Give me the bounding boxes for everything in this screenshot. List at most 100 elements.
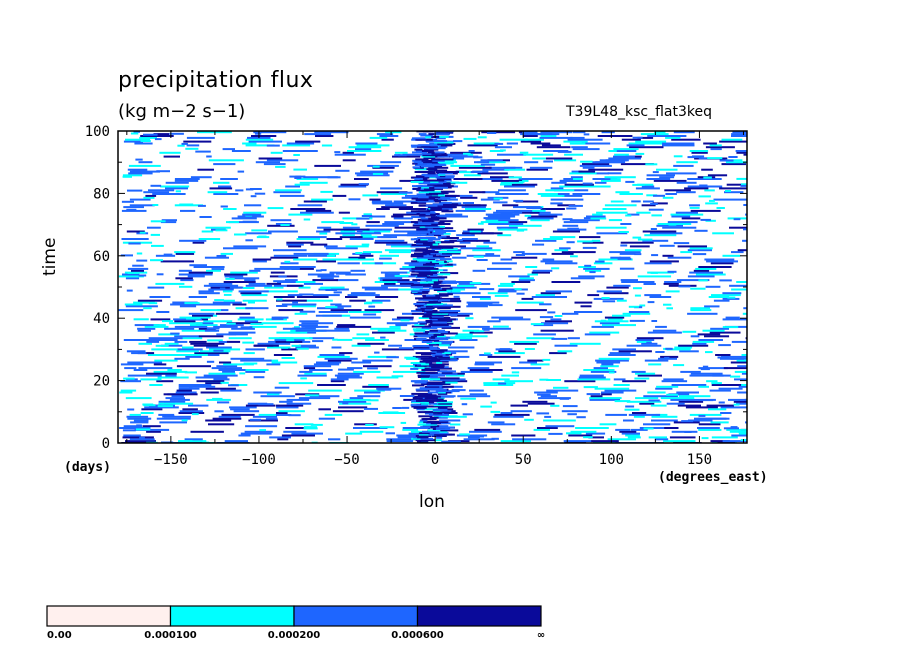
precip-cell [445,374,465,377]
precip-cell [698,399,714,402]
precip-cell [329,271,351,274]
precip-cell [440,171,460,173]
precip-cell [276,298,283,301]
precip-cell [398,347,413,350]
precip-cell [298,397,331,400]
precip-cell [421,165,435,168]
precip-cell [317,355,350,358]
precip-cell [626,400,662,403]
precip-cell [425,305,447,308]
precip-cell [430,154,448,157]
precip-cell [192,314,213,317]
precip-cell [627,213,640,216]
precip-cell [649,296,672,298]
precip-cell [203,284,239,287]
precip-cell [427,279,438,282]
precip-cell [493,201,508,204]
precip-cell [189,264,207,267]
precip-cell [340,230,356,233]
precip-cell [550,198,584,201]
precip-cell [273,354,293,356]
precip-cell [289,175,302,178]
precip-cell [591,239,601,242]
precip-cell [377,388,392,391]
precip-cell [453,140,463,143]
precip-cell [551,267,560,270]
precip-cell [447,312,473,315]
precip-cell [562,224,579,227]
precip-cell [691,151,708,154]
precip-cell [607,438,636,441]
precip-cell [460,397,476,400]
precip-cell [220,178,238,180]
precip-cell [494,413,530,416]
precip-cell [706,380,718,383]
precip-cell [190,430,224,433]
precip-cell [490,410,501,413]
precip-cell [120,254,133,257]
precip-cell [230,271,258,274]
y-axis-units: (days) [64,460,111,475]
precip-cell [700,218,711,221]
precip-cell [731,340,747,343]
precip-cell [421,190,442,193]
precip-cell [588,436,604,439]
precip-cell [462,371,471,373]
precip-cell [412,258,425,261]
precip-cell [649,232,683,235]
precip-cell [158,333,180,336]
precip-cell [434,231,447,234]
precip-cell [533,333,556,336]
precip-cell [418,415,433,418]
precip-cell [312,340,324,343]
precip-cell [487,320,501,323]
precip-cell [620,279,638,282]
precip-cell [613,284,631,287]
precip-cell [200,309,221,312]
precip-cell [314,131,349,134]
precip-cell [413,291,429,294]
precip-cell [430,338,449,341]
precip-cell [651,320,658,322]
precip-cell [418,317,437,319]
precip-cell [687,312,718,315]
precip-cell [181,329,217,332]
precip-cell [701,168,713,171]
precip-cell [497,234,512,237]
precip-cell [648,363,662,366]
precip-cell [705,285,721,288]
precip-cell [440,251,462,254]
precip-cell [184,302,200,305]
precip-cell [400,421,407,424]
precip-cell [673,164,694,167]
precip-cell [220,381,229,384]
precip-cell [557,204,576,207]
precip-cell [437,196,456,199]
precip-cell [422,345,433,348]
precip-cell [218,341,227,343]
precip-cell [418,433,437,436]
precip-cell [449,155,479,158]
precip-cell [368,305,376,308]
precip-cell [316,361,342,364]
precip-cell [579,164,612,167]
precip-cell [473,330,485,333]
precip-cell [480,221,509,224]
precip-cell [564,183,594,186]
precip-cell [391,215,404,218]
precip-cell [439,180,447,183]
precip-cell [421,159,433,162]
precip-cell [421,152,441,155]
precip-cell [496,226,518,229]
precip-cell [275,165,286,168]
precip-cell [690,372,723,375]
precip-cell [698,195,711,198]
precip-cell [390,202,404,205]
precip-cell [410,404,429,407]
precip-cell [397,436,429,439]
precip-cell [720,406,747,409]
precip-cell [226,322,262,325]
precip-cell [441,381,458,384]
precip-cell [303,427,318,430]
precip-cell [334,151,341,154]
